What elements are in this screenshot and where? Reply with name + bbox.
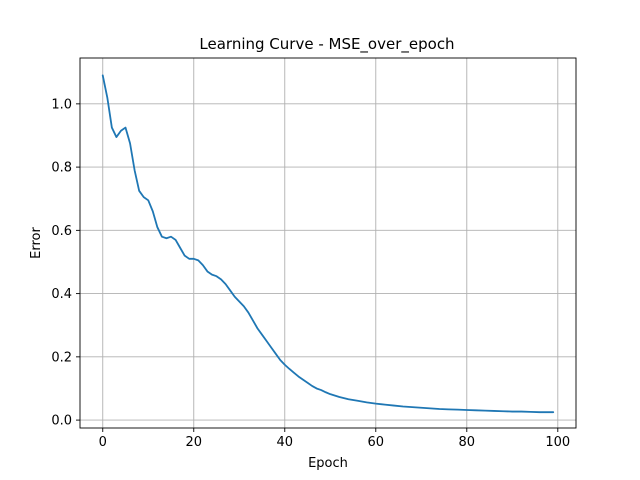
chart-title: Learning Curve - MSE_over_epoch [199,35,454,54]
x-tick-label: 40 [276,435,293,450]
x-axis-ticks: 0 20 40 60 80 100 [99,428,570,450]
y-axis-label: Error [29,227,44,259]
x-tick-label: 0 [99,435,107,450]
x-tick-label: 20 [185,435,202,450]
axes-frame [79,57,577,429]
grid-lines [80,58,576,428]
x-tick-label: 100 [545,435,570,450]
y-tick-label: 0.6 [51,224,72,239]
y-tick-label: 0.0 [51,414,72,429]
x-tick-label: 60 [368,435,385,450]
y-tick-label: 1.0 [51,97,72,112]
y-tick-label: 0.8 [51,161,72,176]
series-line [101,74,555,414]
y-axis-ticks: 0.0 0.2 0.4 0.6 0.8 1.0 [51,97,80,429]
plot-area [101,74,555,414]
y-tick-label: 0.2 [51,350,72,365]
x-tick-label: 80 [459,435,476,450]
y-tick-label: 0.4 [51,287,72,302]
x-axis-label: Epoch [308,456,348,471]
